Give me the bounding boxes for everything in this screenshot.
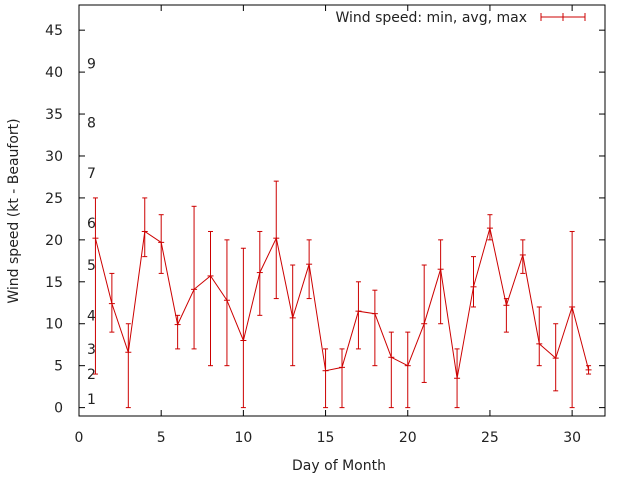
error-bar — [339, 348, 345, 409]
error-bar — [552, 323, 559, 392]
error-bar — [519, 239, 526, 274]
axis-ticks — [78, 5, 605, 416]
error-bar — [437, 239, 444, 325]
error-bar — [92, 197, 99, 375]
beaufort-label: 2 — [87, 367, 96, 383]
error-bar — [536, 306, 543, 367]
error-bar — [486, 214, 493, 241]
y-tick-label: 40 — [45, 65, 63, 81]
beaufort-label: 9 — [87, 57, 96, 73]
beaufort-scale-labels: 1 2 3 4 5 6 7 8 9 — [87, 57, 96, 409]
error-bar — [125, 323, 132, 409]
error-bar — [503, 298, 510, 333]
error-bar — [273, 180, 280, 300]
error-bar — [322, 348, 329, 409]
error-bar — [108, 272, 115, 333]
error-bar — [207, 230, 214, 367]
y-tick-label: 20 — [45, 233, 63, 249]
error-bar — [404, 331, 411, 409]
plot-frame — [78, 4, 606, 417]
y-tick-label: 10 — [45, 317, 63, 333]
y-tick-label: 25 — [45, 191, 63, 207]
y-tick-label: 35 — [45, 107, 63, 123]
beaufort-label: 4 — [87, 308, 96, 324]
error-bar — [191, 205, 198, 350]
error-bar — [141, 197, 148, 258]
error-bar — [585, 365, 592, 375]
y-tick-label: 0 — [54, 401, 63, 417]
x-tick-label: 10 — [234, 430, 252, 446]
error-bar — [158, 214, 165, 274]
y-axis-label: Wind speed (kt - Beaufort) — [6, 118, 22, 303]
beaufort-label: 3 — [87, 342, 96, 358]
error-bar — [240, 247, 247, 409]
legend: Wind speed: min, avg, max — [335, 10, 586, 26]
error-bar — [306, 239, 313, 300]
x-tick-label: 15 — [317, 430, 335, 446]
error-bar — [256, 230, 263, 316]
error-bar — [289, 264, 296, 367]
x-tick-label: 0 — [75, 430, 84, 446]
x-tick-label: 20 — [399, 430, 417, 446]
error-bar — [223, 239, 230, 367]
error-bar — [371, 289, 378, 367]
error-bar — [454, 348, 461, 409]
error-bar — [388, 331, 395, 409]
legend-label: Wind speed: min, avg, max — [335, 10, 527, 26]
beaufort-label: 1 — [87, 392, 96, 408]
x-tick-label: 5 — [157, 430, 166, 446]
y-tick-label: 5 — [54, 359, 63, 375]
error-bar — [421, 264, 428, 383]
error-bar — [470, 256, 477, 308]
x-tick-label: 30 — [563, 430, 581, 446]
y-tick-label: 45 — [45, 23, 63, 39]
beaufort-label: 5 — [87, 258, 96, 274]
beaufort-label: 6 — [87, 216, 96, 232]
series-layer — [92, 180, 592, 409]
beaufort-label: 8 — [87, 115, 96, 131]
error-bar — [174, 314, 181, 350]
y-tick-label: 30 — [45, 149, 63, 165]
error-bar — [569, 230, 576, 409]
y-tick-label: 15 — [45, 275, 63, 291]
error-bar — [355, 281, 362, 350]
x-axis-label: Day of Month — [292, 458, 386, 474]
x-tick-label: 25 — [481, 430, 499, 446]
beaufort-label: 7 — [87, 166, 96, 182]
